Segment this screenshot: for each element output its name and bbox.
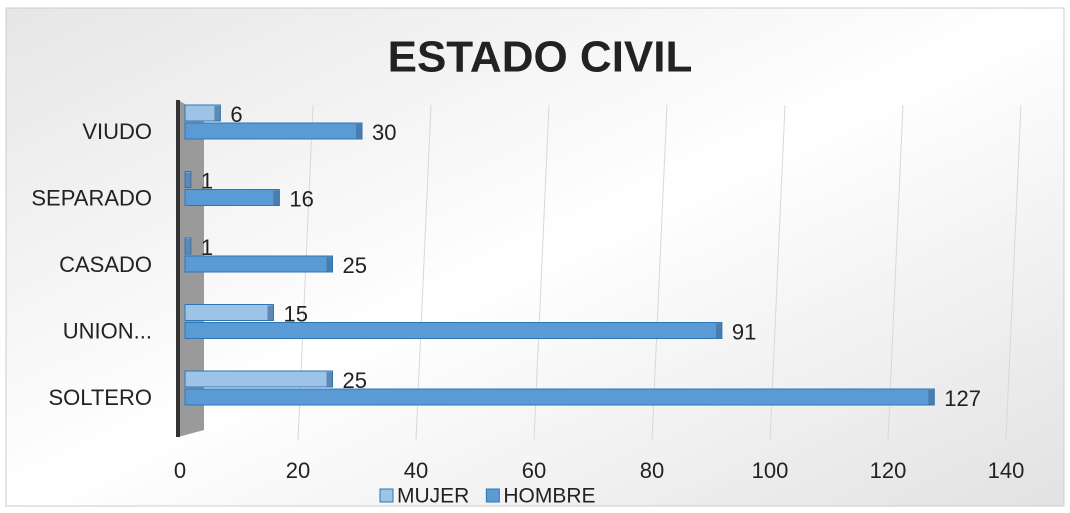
bar: [184, 388, 935, 406]
legend-label: MUJER: [397, 485, 469, 508]
data-label: 1: [201, 235, 213, 260]
bar-side: [326, 257, 333, 272]
x-tick-label: 120: [870, 458, 907, 483]
bar-side: [184, 239, 191, 254]
x-tick-label: 100: [752, 458, 789, 483]
bar-side: [267, 305, 274, 321]
grid-line: [651, 104, 668, 441]
data-label: 6: [230, 102, 242, 127]
x-tick-label: 0: [174, 458, 186, 483]
y-tick-label: SOLTERO: [48, 385, 152, 410]
bar-side: [928, 390, 935, 405]
grid-line: [533, 104, 550, 441]
x-tick-label: 40: [404, 458, 428, 483]
data-label: 30: [372, 120, 396, 145]
bar-side: [273, 190, 280, 206]
grid-line: [769, 104, 786, 441]
bar-side: [326, 372, 333, 387]
data-label: 16: [289, 186, 313, 211]
legend-label: HOMBRE: [503, 485, 595, 508]
x-tick-label: 140: [988, 458, 1025, 483]
y-tick-label: CASADO: [59, 252, 152, 277]
x-tick-label: 60: [522, 458, 546, 483]
y-tick-label: UNION...: [63, 318, 152, 343]
y-tick-label: VIUDO: [82, 119, 152, 144]
bar: [184, 189, 280, 206]
legend-swatch: [379, 488, 394, 503]
data-label: 1: [201, 168, 213, 193]
grid-line: [415, 104, 432, 441]
x-tick-label: 20: [286, 458, 310, 483]
bar: [184, 304, 274, 321]
bar-side: [184, 172, 191, 188]
data-label: 91: [732, 319, 756, 344]
chart-area: [5, 7, 1065, 507]
bar: [184, 255, 333, 273]
y-tick-label: SEPARADO: [31, 185, 152, 210]
chart-title: ESTADO CIVIL: [388, 33, 693, 82]
data-label: 127: [944, 386, 981, 411]
bar: [184, 322, 723, 339]
bar-side: [356, 124, 362, 139]
grid-line: [1005, 104, 1022, 441]
bar: [184, 370, 333, 388]
x-tick-label: 80: [640, 458, 664, 483]
grid-line: [887, 104, 904, 441]
legend-swatch: [485, 488, 500, 503]
bar: [184, 122, 363, 140]
bar-side: [214, 106, 221, 121]
bar-side: [715, 323, 722, 339]
data-label: 25: [343, 253, 367, 278]
